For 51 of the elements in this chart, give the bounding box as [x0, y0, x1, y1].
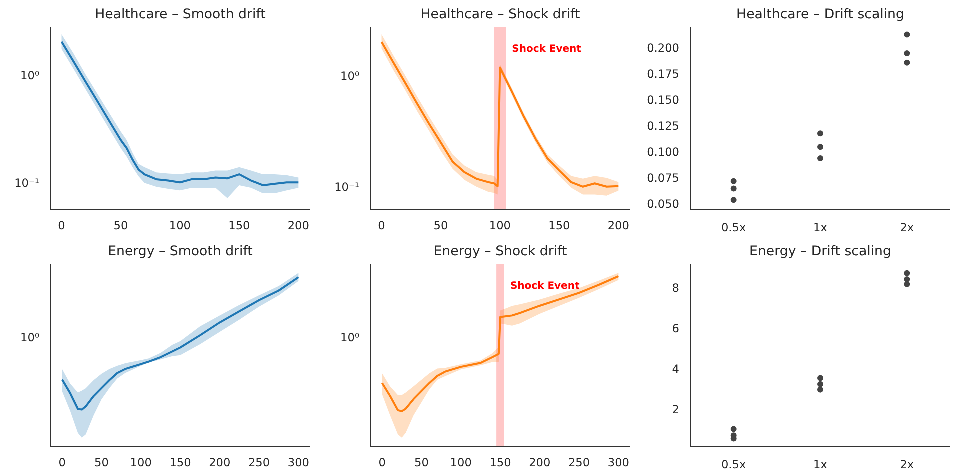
x-tick-label: 100 [450, 456, 472, 470]
x-tick-label: 50 [114, 218, 128, 232]
x-tick-label: 150 [548, 218, 570, 232]
x-tick-label: 150 [490, 456, 512, 470]
x-tick-label: 0 [378, 218, 386, 232]
x-tick-label: 50 [94, 456, 109, 470]
x-tick-label: 100 [130, 456, 152, 470]
y-tick-label: 2 [672, 402, 680, 417]
x-tick-label: 200 [209, 456, 231, 470]
y-tick-label: 0.150 [647, 92, 680, 107]
x-tick-label: 100 [489, 218, 512, 232]
x-tick-label: 250 [568, 456, 590, 470]
x-tick-label: 50 [414, 456, 429, 470]
y-tick-label: 0.125 [647, 118, 680, 133]
x-tick-label: 0.5x [721, 220, 746, 234]
x-tick-label: 0 [58, 218, 66, 232]
y-tick-label: 0.200 [647, 40, 680, 55]
y-tick-label: 10⁻¹ [14, 176, 40, 190]
x-tick-label: 2x [900, 220, 914, 234]
x-tick-label: 300 [288, 456, 310, 470]
x-tick-label: 0 [58, 456, 66, 470]
y-tick-label: 8 [672, 281, 680, 296]
x-tick-label: 50 [434, 218, 448, 232]
x-tick-label: 1x [814, 458, 828, 472]
band-label: Shock Event [510, 281, 580, 292]
x-tick-label: 0.5x [721, 458, 746, 472]
x-tick-label: 150 [170, 456, 192, 470]
chart-title: Energy – Smooth drift [108, 244, 253, 260]
chart-title: Healthcare – Shock drift [420, 8, 580, 22]
chart-title: Energy – Shock drift [434, 244, 568, 260]
x-tick-label: 1x [814, 220, 828, 234]
chart-title: Energy – Drift scaling [750, 244, 892, 260]
y-tick-label: 0.100 [647, 144, 680, 159]
y-tick-label: 0.175 [647, 66, 680, 81]
y-tick-label: 4 [672, 362, 680, 376]
x-tick-label: 0 [378, 456, 386, 470]
x-tick-label: 300 [608, 456, 630, 470]
chart-title: Healthcare – Smooth drift [95, 8, 266, 22]
x-tick-label: 150 [228, 218, 250, 232]
x-tick-label: 2x [900, 458, 914, 472]
y-tick-label: 0.075 [647, 170, 680, 185]
x-tick-label: 250 [248, 456, 270, 470]
x-tick-label: 100 [169, 218, 192, 232]
x-tick-label: 200 [529, 456, 551, 470]
x-tick-label: 200 [608, 218, 630, 232]
chart-title: Healthcare – Drift scaling [736, 8, 904, 22]
y-tick-label: 10⁻¹ [334, 180, 360, 194]
y-tick-label: 6 [672, 322, 680, 336]
y-tick-label: 0.050 [647, 196, 680, 211]
band-label: Shock Event [512, 44, 582, 55]
x-tick-label: 200 [288, 218, 310, 232]
